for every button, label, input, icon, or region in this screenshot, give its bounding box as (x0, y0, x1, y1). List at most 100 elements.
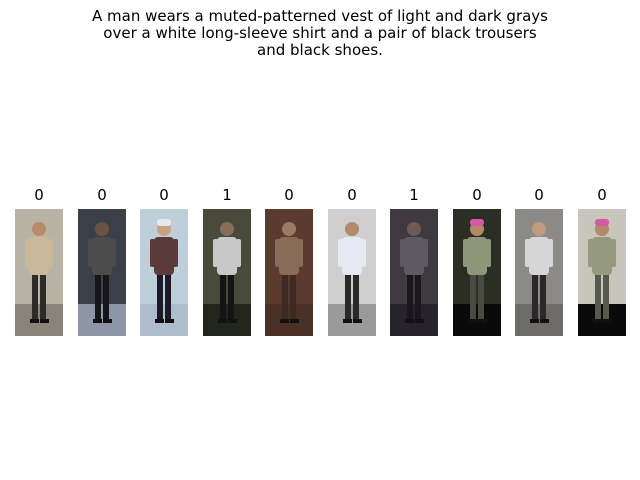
match-label: 0 (534, 186, 544, 204)
person-shoe (415, 319, 424, 323)
person-image (328, 209, 376, 336)
person-torso (29, 237, 49, 275)
person-leg (282, 271, 288, 321)
match-label: 0 (34, 186, 44, 204)
person-head (220, 222, 234, 236)
match-label: 0 (347, 186, 357, 204)
match-label: 0 (159, 186, 169, 204)
person-torso (467, 237, 487, 275)
match-label: 1 (409, 186, 419, 204)
person-hat (595, 219, 609, 226)
person-arm (423, 239, 428, 267)
person-image (15, 209, 63, 336)
person-arm (173, 239, 178, 267)
match-label: 1 (222, 186, 232, 204)
person-arm (150, 239, 155, 267)
person-shoe (468, 319, 477, 323)
person-arm (213, 239, 218, 267)
person-shoe (165, 319, 174, 323)
person-torso (279, 237, 299, 275)
person-image (265, 209, 313, 336)
person-leg (165, 271, 171, 321)
person-arm (486, 239, 491, 267)
person-hat (157, 219, 171, 226)
person-leg (353, 271, 359, 321)
person-shoe (353, 319, 362, 323)
person-shoe (478, 319, 487, 323)
match-label: 0 (472, 186, 482, 204)
person-shoe (30, 319, 39, 323)
person-arm (525, 239, 530, 267)
person-leg (603, 271, 609, 321)
person-leg (532, 271, 538, 321)
person-leg (103, 271, 109, 321)
person-arm (400, 239, 405, 267)
person-leg (478, 271, 484, 321)
caption-line: over a white long-sleeve shirt and a pai… (103, 24, 537, 42)
person-image (390, 209, 438, 336)
person-shoe (103, 319, 112, 323)
person-torso (342, 237, 362, 275)
person-head (32, 222, 46, 236)
person-leg (220, 271, 226, 321)
person-arm (548, 239, 553, 267)
person-torso (217, 237, 237, 275)
person-arm (463, 239, 468, 267)
person-shoe (343, 319, 352, 323)
person-head (407, 222, 421, 236)
person-arm (588, 239, 593, 267)
person-arm (236, 239, 241, 267)
person-torso (592, 237, 612, 275)
person-image (515, 209, 563, 336)
match-label: 0 (284, 186, 294, 204)
person-image (140, 209, 188, 336)
person-shoe (155, 319, 164, 323)
person-torso (92, 237, 112, 275)
person-arm (361, 239, 366, 267)
person-shoe (540, 319, 549, 323)
person-shoe (593, 319, 602, 323)
person-head (282, 222, 296, 236)
match-label: 0 (97, 186, 107, 204)
person-image (78, 209, 126, 336)
caption-line: and black shoes. (257, 41, 383, 59)
person-shoe (603, 319, 612, 323)
person-arm (338, 239, 343, 267)
caption: A man wears a muted-patterned vest of li… (0, 8, 640, 59)
person-shoe (530, 319, 539, 323)
person-arm (298, 239, 303, 267)
person-arm (111, 239, 116, 267)
person-leg (40, 271, 46, 321)
person-arm (611, 239, 616, 267)
person-shoe (218, 319, 227, 323)
person-hat (470, 219, 484, 226)
person-shoe (93, 319, 102, 323)
match-label: 0 (597, 186, 607, 204)
person-head (345, 222, 359, 236)
person-leg (157, 271, 163, 321)
person-arm (48, 239, 53, 267)
person-image (578, 209, 626, 336)
person-leg (290, 271, 296, 321)
person-image (203, 209, 251, 336)
person-torso (154, 237, 174, 275)
person-leg (470, 271, 476, 321)
person-shoe (280, 319, 289, 323)
person-shoe (40, 319, 49, 323)
person-leg (95, 271, 101, 321)
person-shoe (228, 319, 237, 323)
person-leg (540, 271, 546, 321)
person-leg (228, 271, 234, 321)
caption-line: A man wears a muted-patterned vest of li… (91, 7, 548, 25)
person-leg (407, 271, 413, 321)
person-leg (415, 271, 421, 321)
person-leg (345, 271, 351, 321)
person-leg (595, 271, 601, 321)
person-shoe (290, 319, 299, 323)
person-arm (25, 239, 30, 267)
person-image (453, 209, 501, 336)
person-leg (32, 271, 38, 321)
person-head (95, 222, 109, 236)
person-torso (404, 237, 424, 275)
